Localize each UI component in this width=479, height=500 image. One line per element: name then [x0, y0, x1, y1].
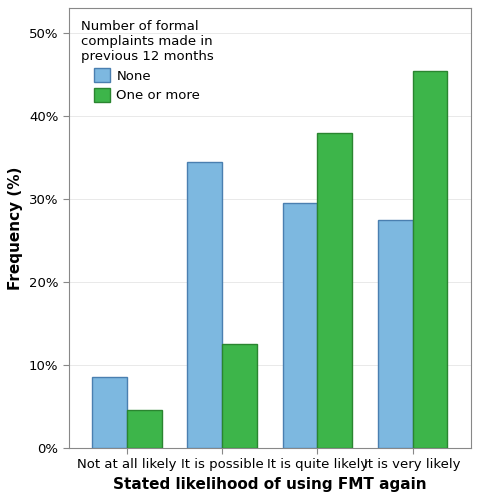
Bar	[127, 410, 161, 448]
Bar	[92, 377, 127, 448]
Bar	[222, 344, 257, 448]
Bar	[318, 132, 352, 448]
Bar	[378, 220, 413, 448]
Bar	[413, 70, 447, 448]
Y-axis label: Frequency (%): Frequency (%)	[8, 166, 23, 290]
Legend: None, One or more: None, One or more	[75, 15, 219, 108]
X-axis label: Stated likelihood of using FMT again: Stated likelihood of using FMT again	[113, 476, 426, 492]
Bar	[187, 162, 222, 448]
Bar	[283, 203, 318, 448]
